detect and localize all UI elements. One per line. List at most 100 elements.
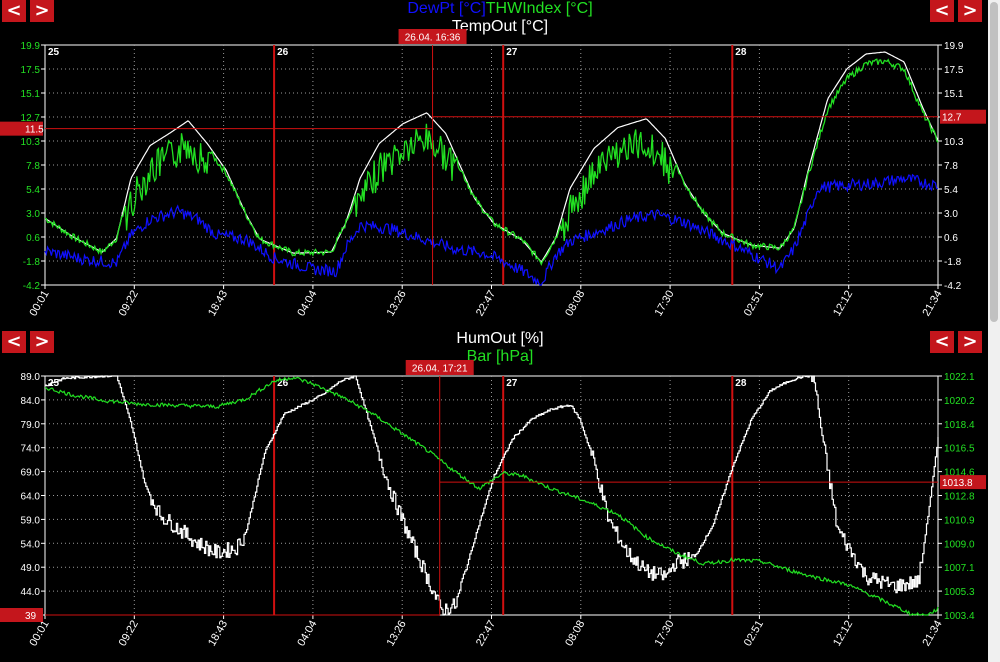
y-tick-label-right: 1016.5 bbox=[944, 444, 975, 455]
y-tick-label-left: 3.0 bbox=[26, 209, 40, 220]
y-tick-label-left: 89.0 bbox=[21, 372, 41, 383]
cursor-left-value-box bbox=[0, 608, 43, 622]
y-tick-label-left: 17.5 bbox=[21, 65, 41, 76]
x-tick-label: 00:01 bbox=[27, 619, 51, 649]
top-chart-prev-button[interactable]: < bbox=[2, 0, 26, 22]
y-tick-label-left: -4.2 bbox=[23, 281, 41, 292]
y-tick-label-right: 1003.4 bbox=[944, 611, 975, 622]
y-tick-label-left: 59.0 bbox=[21, 515, 41, 526]
y-tick-label-right: -1.8 bbox=[944, 257, 962, 268]
bottom-chart-legend-row2: Bar [hPa] bbox=[0, 348, 1000, 366]
cursor-right-value-box bbox=[940, 109, 986, 124]
y-tick-label-left: 64.0 bbox=[21, 492, 41, 503]
y-tick-label-right: 3.0 bbox=[944, 209, 958, 220]
y-tick-label-left: 10.3 bbox=[21, 137, 41, 148]
cursor-time-label: 26.04. 17:21 bbox=[412, 364, 468, 375]
y-tick-label-right: 19.9 bbox=[944, 41, 964, 52]
day-marker-label: 28 bbox=[735, 47, 747, 58]
cursor-left-value-box bbox=[0, 121, 43, 136]
scrollbar-thumb[interactable] bbox=[990, 2, 998, 322]
x-tick-label: 12:12 bbox=[831, 289, 855, 319]
cursor-left-value: 39 bbox=[25, 611, 37, 622]
bottom-chart-prev-button-right[interactable]: < bbox=[930, 331, 954, 353]
y-tick-label-left: 49.0 bbox=[21, 563, 41, 574]
x-tick-label: 08:08 bbox=[563, 289, 587, 319]
y-tick-label-left: 69.0 bbox=[21, 468, 41, 479]
y-tick-label-right: 1014.6 bbox=[944, 468, 975, 479]
y-tick-label-left: 0.6 bbox=[26, 233, 40, 244]
bottom-chart-legend-row1: HumOut [%] bbox=[0, 330, 1000, 348]
y-tick-label-right: 1012.8 bbox=[944, 492, 975, 503]
cursor-time-box bbox=[405, 360, 474, 375]
plot-frame bbox=[44, 375, 939, 616]
x-tick-label: 13:26 bbox=[385, 289, 409, 319]
x-tick-label: 12:12 bbox=[831, 619, 855, 649]
y-tick-label-left: 19.9 bbox=[21, 41, 41, 52]
x-tick-label: 08:08 bbox=[563, 619, 587, 649]
legend-tempout: TempOut [°C] bbox=[451, 18, 549, 35]
x-tick-label: 04:04 bbox=[295, 619, 319, 649]
bottom-chart-next-button-right[interactable]: > bbox=[958, 331, 982, 353]
day-marker-label: 27 bbox=[506, 378, 518, 389]
bottom-chart-next-button[interactable]: > bbox=[30, 331, 54, 353]
day-marker-label: 25 bbox=[48, 378, 60, 389]
cursor-time-label: 26.04. 16:36 bbox=[405, 33, 461, 44]
y-tick-label-right: 1009.0 bbox=[944, 539, 975, 550]
y-tick-label-left: -1.8 bbox=[23, 257, 41, 268]
top-chart-next-button[interactable]: > bbox=[30, 0, 54, 22]
x-tick-label: 17:30 bbox=[653, 289, 677, 319]
y-tick-label-right: 1020.2 bbox=[944, 396, 975, 407]
y-tick-label-left: 7.8 bbox=[26, 161, 40, 172]
x-tick-label: 02:51 bbox=[742, 289, 766, 319]
day-marker-label: 26 bbox=[277, 47, 289, 58]
top-chart-legend-row2: TempOut [°C] bbox=[0, 18, 1000, 36]
humidity-barometer-chart[interactable]: 89.0 1022.1 84.0 1020.2 79.0 1018.4 74.0 1016.5… bbox=[0, 330, 1000, 662]
y-tick-label-left: 74.0 bbox=[21, 444, 41, 455]
day-marker-label: 26 bbox=[277, 378, 289, 389]
y-tick-label-right: 15.1 bbox=[944, 89, 964, 100]
x-tick-label: 21:34 bbox=[920, 289, 944, 319]
y-tick-label-right: 1022.1 bbox=[944, 372, 975, 383]
cursor-left-value: 11.5 bbox=[25, 125, 44, 136]
y-tick-label-left: 5.4 bbox=[26, 185, 40, 196]
x-tick-label: 18:43 bbox=[206, 619, 230, 649]
x-tick-label: 22:47 bbox=[474, 619, 498, 649]
y-tick-label-left: 12.7 bbox=[21, 113, 41, 124]
y-tick-label-left: 15.1 bbox=[21, 89, 41, 100]
x-tick-label: 04:04 bbox=[295, 289, 319, 319]
y-tick-label-right: 1007.1 bbox=[944, 563, 975, 574]
legend-bar: Bar [hPa] bbox=[466, 348, 534, 365]
y-tick-label-right: 1018.4 bbox=[944, 420, 975, 431]
x-tick-label: 02:51 bbox=[742, 619, 766, 649]
page-scrollbar[interactable] bbox=[988, 0, 1000, 662]
x-tick-label: 17:30 bbox=[653, 619, 677, 649]
day-marker-label: 27 bbox=[506, 47, 518, 58]
x-tick-label: 00:01 bbox=[27, 289, 51, 319]
cursor-right-value: 1013.8 bbox=[942, 478, 973, 489]
x-tick-label: 18:43 bbox=[206, 289, 230, 319]
legend-humout: HumOut [%] bbox=[456, 330, 544, 347]
top-chart-next-button-right[interactable]: > bbox=[958, 0, 982, 22]
x-tick-label: 09:22 bbox=[117, 289, 141, 319]
bottom-chart-prev-button[interactable]: < bbox=[2, 331, 26, 353]
temperature-chart[interactable]: 19.9 19.9 17.5 17.5 15.1 15.1 12.7 12.7 10.3 10.3… bbox=[0, 0, 1000, 330]
y-tick-label-right: 7.8 bbox=[944, 161, 958, 172]
day-marker-label: 28 bbox=[735, 378, 747, 389]
legend-dewpt: DewPt [°C] bbox=[407, 0, 486, 17]
day-marker-label: 25 bbox=[48, 47, 60, 58]
y-tick-label-right: 5.4 bbox=[944, 185, 958, 196]
top-chart-legend-row1: DewPt [°C]THWIndex [°C] bbox=[0, 0, 1000, 18]
series-line-dewpt bbox=[44, 173, 939, 286]
y-tick-label-right: -4.2 bbox=[944, 281, 962, 292]
top-chart-prev-button-right[interactable]: < bbox=[930, 0, 954, 22]
y-tick-label-left: 44.0 bbox=[21, 587, 41, 598]
cursor-right-value: 12.7 bbox=[942, 113, 962, 124]
legend-thwindex: THWIndex [°C] bbox=[485, 0, 593, 17]
x-tick-label: 09:22 bbox=[117, 619, 141, 649]
y-tick-label-right: 0.6 bbox=[944, 233, 958, 244]
series-line-thwindex bbox=[44, 58, 939, 267]
x-tick-label: 22:47 bbox=[474, 289, 498, 319]
y-tick-label-left: 79.0 bbox=[21, 420, 41, 431]
series-line-bar bbox=[44, 376, 939, 616]
y-tick-label-right: 1010.9 bbox=[944, 515, 975, 526]
